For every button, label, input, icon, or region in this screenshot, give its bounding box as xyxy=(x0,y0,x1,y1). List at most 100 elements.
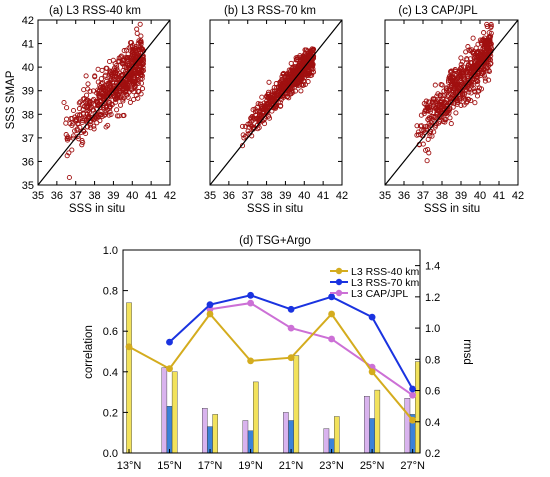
x-tick-label: 36 xyxy=(398,190,410,202)
scatter-point xyxy=(63,120,69,126)
scatter-point xyxy=(64,116,70,122)
scatter-panel-a: (a) L3 RSS-40 km SSS SMAP SSS in situ 35… xyxy=(5,5,176,215)
x-tick-label: 38 xyxy=(260,190,272,202)
scatter-point xyxy=(90,114,96,120)
panel-a-xlabel: SSS in situ xyxy=(69,203,125,215)
y-tick-label: 40 xyxy=(22,62,34,74)
scatter-point xyxy=(87,88,93,94)
scatter-point xyxy=(303,47,309,53)
scatter-point xyxy=(125,79,131,85)
scatter-point xyxy=(95,99,101,105)
scatter-point xyxy=(138,80,145,86)
scatter-point xyxy=(296,63,302,69)
y-tick-label: 41 xyxy=(22,39,34,51)
scatter-point xyxy=(481,30,487,36)
scatter-point xyxy=(285,70,291,76)
scatter-point xyxy=(288,60,294,66)
scatter-point xyxy=(254,122,260,128)
scatter-point xyxy=(114,107,120,113)
marker-l3-rss-40-km xyxy=(206,310,214,318)
scatter-point xyxy=(133,48,139,54)
scatter-point xyxy=(77,116,83,122)
scatter-points-2 xyxy=(414,21,494,164)
scatter-point xyxy=(453,110,459,116)
bar-l3-rss-70-km xyxy=(288,420,294,454)
scatter-point xyxy=(454,98,460,104)
scatter-point xyxy=(239,123,246,129)
scatter-point xyxy=(486,48,492,54)
scatter-point xyxy=(438,81,444,88)
scatter-point xyxy=(126,89,132,95)
scatter-point xyxy=(478,64,484,70)
panel-d-title: (d) TSG+Argo xyxy=(239,235,311,247)
scatter-point xyxy=(135,53,141,59)
x-tick-label: 36 xyxy=(223,190,235,202)
bar-l3-cap-jpl xyxy=(404,398,411,454)
scatter-point xyxy=(264,94,270,100)
bar-l3-cap-jpl xyxy=(323,428,330,454)
bar-l3-cap-jpl xyxy=(161,367,168,454)
scatter-point xyxy=(112,86,118,92)
marker-l3-cap-jpl xyxy=(287,324,295,332)
scatter-point xyxy=(106,58,113,65)
scatter-point xyxy=(136,68,142,74)
marker-l3-rss-70-km xyxy=(328,293,335,301)
scatter-point xyxy=(64,105,70,111)
scatter-point xyxy=(298,88,304,94)
marker-l3-rss-70-km xyxy=(166,338,173,346)
scatter-point xyxy=(435,91,441,97)
plot-frame xyxy=(209,19,343,186)
scatter-point xyxy=(426,121,432,127)
scatter-point xyxy=(127,99,133,105)
y-tick-label: 0.6 xyxy=(103,326,118,338)
scatter-point xyxy=(79,116,85,122)
y2-tick-label: 1.0 xyxy=(425,323,440,335)
scatter-point xyxy=(424,158,430,164)
x-tick-label: 38 xyxy=(436,190,448,202)
plot-frame xyxy=(122,249,421,454)
scatter-point xyxy=(108,83,114,89)
scatter-point xyxy=(84,92,90,98)
scatter-point xyxy=(474,93,481,99)
scatter-point xyxy=(471,86,477,92)
scatter-point xyxy=(266,115,273,121)
scatter-point xyxy=(119,60,125,66)
scatter-point xyxy=(446,110,452,116)
line-l3-cap-jpl xyxy=(209,302,414,397)
one-to-one-line xyxy=(209,19,343,186)
scatter-point xyxy=(459,70,465,76)
scatter-point xyxy=(448,68,454,74)
scatter-panel-b: (b) L3 RSS-70 km SSS in situ 35 36 37 38 39 4… xyxy=(204,5,348,215)
scatter-point xyxy=(450,70,456,77)
scatter-point xyxy=(103,78,109,85)
scatter-point xyxy=(90,88,96,94)
scatter-point xyxy=(443,85,449,91)
scatter-point xyxy=(259,94,265,100)
scatter-point xyxy=(136,61,142,67)
scatter-point xyxy=(473,45,479,51)
scatter-point xyxy=(103,124,109,130)
scatter-point xyxy=(83,73,89,79)
scatter-point xyxy=(135,74,142,80)
scatter-point xyxy=(437,103,443,109)
scatter-point xyxy=(83,130,89,137)
scatter-point xyxy=(66,174,72,181)
y2-tick-label: 1.2 xyxy=(425,292,440,304)
scatter-point xyxy=(297,78,303,84)
marker-l3-rss-70-km xyxy=(368,313,376,321)
scatter-point xyxy=(305,66,311,72)
scatter-point xyxy=(129,85,135,91)
scatter-point xyxy=(140,56,146,62)
scatter-point xyxy=(291,69,297,75)
scatter-point xyxy=(421,111,427,117)
scatter-point xyxy=(474,60,480,66)
scatter-point xyxy=(435,97,441,103)
scatter-point xyxy=(108,77,114,83)
scatter-point xyxy=(459,59,465,65)
scatter-point xyxy=(108,101,114,107)
scatter-point xyxy=(121,95,127,101)
bar-l3-rss-40-km xyxy=(171,371,178,454)
scatter-point xyxy=(440,92,446,99)
scatter-point xyxy=(120,96,126,102)
scatter-point xyxy=(479,38,485,44)
